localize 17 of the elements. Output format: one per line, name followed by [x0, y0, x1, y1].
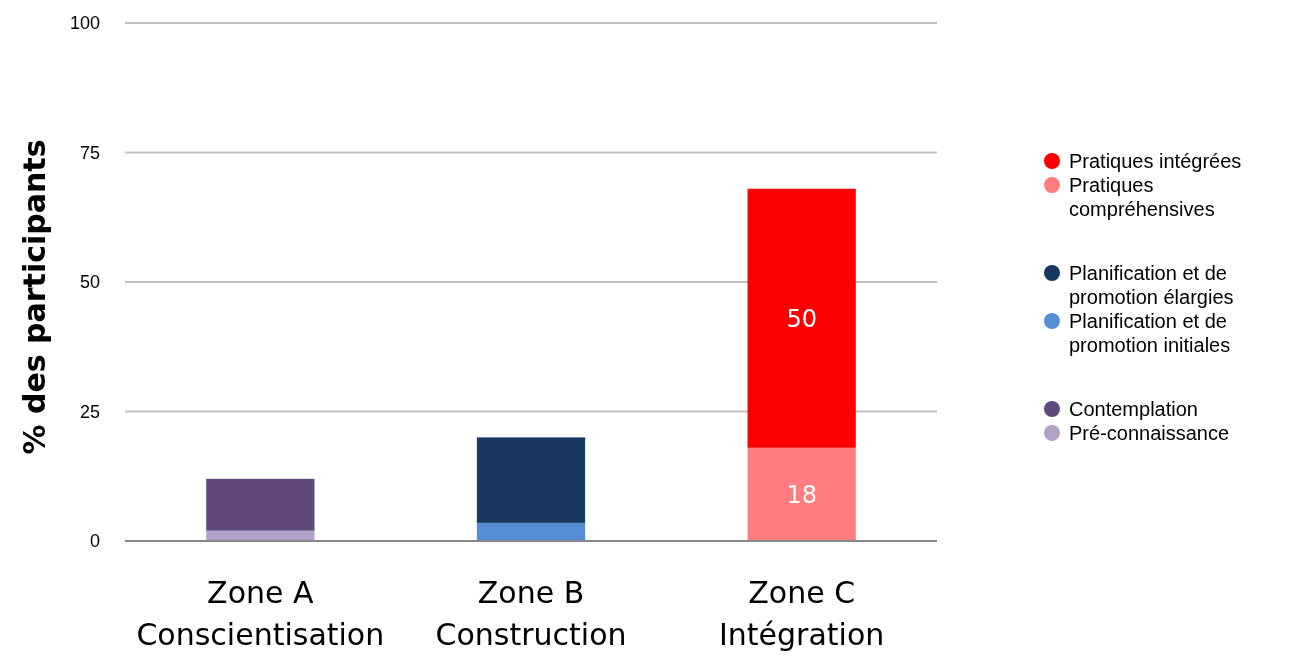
- legend-label: Planification et de promotion initiales: [1069, 310, 1231, 356]
- x-tick-label: Zone C Intégration: [719, 575, 885, 652]
- legend-label: Pratiques compréhensives: [1069, 174, 1215, 220]
- legend-label: Pré-connaissance: [1069, 422, 1230, 444]
- data-label: 18: [786, 480, 817, 509]
- legend-label: Contemplation: [1069, 398, 1198, 420]
- data-label: 50: [786, 304, 817, 333]
- x-tick-label: Zone B Construction: [435, 575, 627, 652]
- legend-label: Planification et de promotion élargies: [1069, 262, 1234, 308]
- legend-label: Pratiques intégrées: [1069, 150, 1242, 172]
- y-tick-label: 75: [79, 142, 100, 163]
- y-tick-label: 25: [79, 401, 100, 422]
- y-tick-label: 100: [69, 13, 100, 34]
- y-axis-title: % des participants: [17, 139, 52, 455]
- x-tick-label: Zone A Conscientisation: [136, 575, 385, 652]
- y-tick-label: 0: [89, 531, 100, 552]
- y-tick-label: 50: [79, 272, 100, 293]
